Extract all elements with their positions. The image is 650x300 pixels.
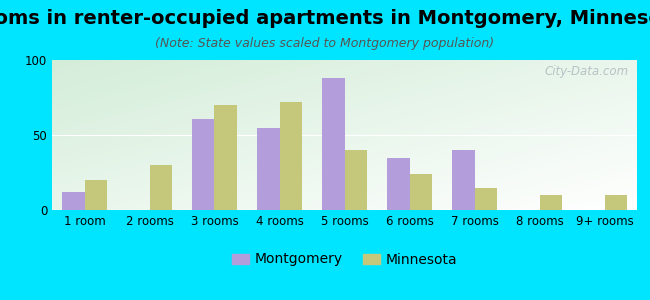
Bar <box>344 150 367 210</box>
Bar <box>62 192 84 210</box>
Text: Rooms in renter-occupied apartments in Montgomery, Minnesota: Rooms in renter-occupied apartments in M… <box>0 9 650 28</box>
Bar <box>604 195 627 210</box>
Bar <box>474 188 497 210</box>
Bar <box>192 118 215 210</box>
Bar <box>540 195 562 210</box>
Bar <box>84 180 107 210</box>
Bar <box>257 128 280 210</box>
Legend: Montgomery, Minnesota: Montgomery, Minnesota <box>226 247 463 272</box>
Text: City-Data.com: City-Data.com <box>544 64 628 77</box>
Bar <box>410 174 432 210</box>
Bar <box>322 78 344 210</box>
Bar <box>452 150 474 210</box>
Bar <box>387 158 410 210</box>
Text: (Note: State values scaled to Montgomery population): (Note: State values scaled to Montgomery… <box>155 38 495 50</box>
Bar <box>280 102 302 210</box>
Bar <box>150 165 172 210</box>
Bar <box>214 105 237 210</box>
